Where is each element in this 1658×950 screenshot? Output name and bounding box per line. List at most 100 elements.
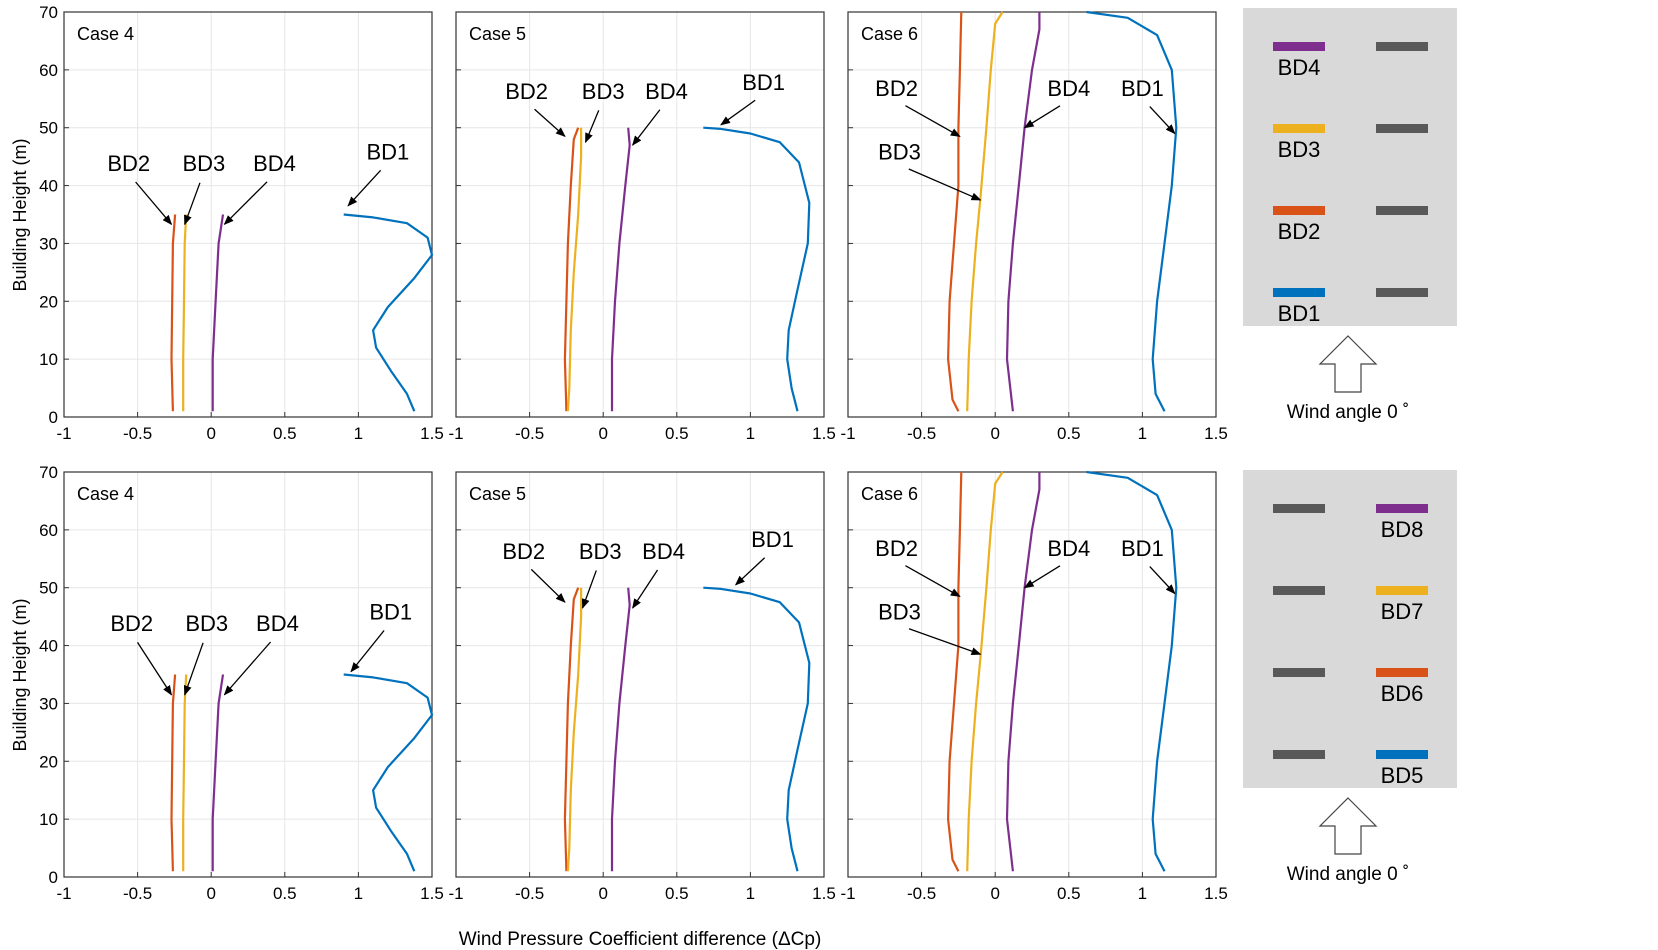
x-tick-label: 0: [598, 884, 607, 903]
annotation-arrow: [223, 181, 268, 226]
building-label-bd2: BD2: [1278, 219, 1321, 244]
annotation-bd2: BD2: [875, 76, 918, 101]
annotation-bd3: BD3: [878, 140, 921, 165]
chart-panel-1: -1 -0.5 0 0.5 1 1.5 Case 5 BD2 BD3 BD4 BD1: [448, 11, 836, 443]
x-tick-label: 0.5: [273, 884, 297, 903]
chart-panel-2: -1 -0.5 0 0.5 1 1.5 Case 6 BD2 BD3 BD4 BD1: [840, 10, 1228, 443]
building-bar-bd1: [1273, 288, 1325, 297]
x-tick-label: 1: [1138, 424, 1147, 443]
annotation-bd3: BD3: [582, 79, 625, 104]
y-tick-label: 20: [39, 752, 58, 771]
building-bar-bd3: [1273, 124, 1325, 133]
y-tick-label: 10: [39, 810, 58, 829]
wind-angle-label: Wind angle 0 ˚: [1287, 402, 1410, 423]
building-label-bd5: BD5: [1381, 763, 1424, 788]
annotation-arrow: [136, 642, 173, 696]
series-line-bd2: [563, 587, 580, 872]
series-line-bd4: [211, 674, 225, 872]
x-tick-label: 0: [598, 424, 607, 443]
annotation-bd2: BD2: [107, 151, 150, 176]
x-tick-label: -1: [56, 884, 71, 903]
annotation-arrow: [908, 168, 982, 201]
x-tick-label: 1.5: [420, 884, 444, 903]
annotation-bd4: BD4: [642, 539, 685, 564]
x-tick-label: 1: [354, 424, 363, 443]
chart-title: Case 5: [469, 24, 526, 44]
layout-panel-1: BD8 BD7 BD6 BD5 Wind angle 0 ˚: [1243, 470, 1457, 885]
layouts-group: BD4 BD3 BD2 BD1 Wind angle 0 ˚ BD8 BD7 BD6 BD5 Wi…: [1243, 8, 1457, 885]
chart-panel-0: -1 -0.5 0 0.5 1 1.5 0 10 20 30 40 50 60 70 Case 4 BD2 BD…: [39, 3, 444, 443]
building-bar-other: [1376, 206, 1428, 215]
annotation-bd1: BD1: [369, 600, 412, 625]
x-tick-label: 0.5: [665, 884, 689, 903]
x-tick-label: -0.5: [907, 424, 936, 443]
annotation-arrow: [584, 110, 600, 144]
layout-background: [1243, 470, 1457, 788]
building-bar-other: [1273, 668, 1325, 677]
annotation-arrow: [1149, 566, 1176, 595]
series-line-bd3: [966, 471, 1004, 872]
chart-title: Case 6: [861, 484, 918, 504]
y-tick-label: 40: [39, 637, 58, 656]
y-tick-label: 10: [39, 350, 58, 369]
annotation-arrow: [530, 568, 566, 603]
series-line-bd2: [170, 214, 177, 412]
y-tick-label: 40: [39, 177, 58, 196]
layout-background: [1243, 8, 1457, 326]
series-line-bd1: [1086, 10, 1178, 412]
y-tick-label: 60: [39, 521, 58, 540]
building-bar-other: [1376, 124, 1428, 133]
building-bar-other: [1273, 504, 1325, 513]
series-line-bd3: [966, 11, 1004, 412]
building-bar-bd7: [1376, 586, 1428, 595]
y-tick-label: 30: [39, 234, 58, 253]
building-bar-other: [1376, 288, 1428, 297]
annotation-bd4: BD4: [1047, 536, 1090, 561]
annotation-bd2: BD2: [110, 611, 153, 636]
x-tick-label: -0.5: [515, 884, 544, 903]
annotation-bd4: BD4: [256, 611, 299, 636]
x-tick-label: 0: [990, 884, 999, 903]
x-tick-label: 1: [354, 884, 363, 903]
wind-arrow-icon: [1318, 335, 1378, 393]
annotation-bd1: BD1: [366, 140, 409, 165]
annotation-bd3: BD3: [182, 151, 225, 176]
annotation-arrow: [1023, 105, 1061, 129]
annotation-arrow: [135, 181, 173, 226]
chart-title: Case 6: [861, 24, 918, 44]
annotation-bd2: BD2: [875, 536, 918, 561]
y-tick-label: 30: [39, 694, 58, 713]
x-tick-label: 0.5: [273, 424, 297, 443]
annotation-bd4: BD4: [1047, 76, 1090, 101]
annotation-bd2: BD2: [502, 539, 545, 564]
x-tick-label: -0.5: [123, 424, 152, 443]
chart-panel-5: -1 -0.5 0 0.5 1 1.5 Case 6 BD2 BD3 BD4 BD1: [840, 470, 1228, 903]
chart-panel-4: -1 -0.5 0 0.5 1 1.5 Case 5 BD2 BD3 BD4 BD1: [448, 471, 836, 903]
building-bar-bd6: [1376, 668, 1428, 677]
annotation-bd1: BD1: [742, 70, 785, 95]
annotation-arrow: [720, 99, 756, 126]
building-bar-other: [1273, 586, 1325, 595]
x-tick-label: 0.5: [665, 424, 689, 443]
building-bar-bd5: [1376, 750, 1428, 759]
annotation-arrow: [1023, 565, 1061, 589]
x-tick-label: -0.5: [907, 884, 936, 903]
annotation-bd1: BD1: [1121, 76, 1164, 101]
y-tick-label: 70: [39, 3, 58, 22]
wind-angle-label: Wind angle 0 ˚: [1287, 864, 1410, 885]
series-line-bd4: [1005, 472, 1041, 872]
annotation-arrow: [223, 641, 272, 696]
series-line-bd3: [566, 127, 583, 412]
series-line-bd1: [343, 673, 434, 872]
y-axis-label-bottom: Building Height (m): [10, 598, 30, 751]
series-line-bd1: [703, 586, 811, 872]
y-axis-label-top: Building Height (m): [10, 138, 30, 291]
y-tick-label: 70: [39, 463, 58, 482]
plot-frame: [63, 471, 433, 878]
annotation-arrow: [581, 570, 597, 609]
series-line-bd4: [610, 127, 631, 412]
x-tick-label: 1: [746, 884, 755, 903]
y-tick-label: 0: [49, 868, 58, 887]
building-label-bd4: BD4: [1278, 55, 1321, 80]
plot-frame: [455, 11, 825, 418]
